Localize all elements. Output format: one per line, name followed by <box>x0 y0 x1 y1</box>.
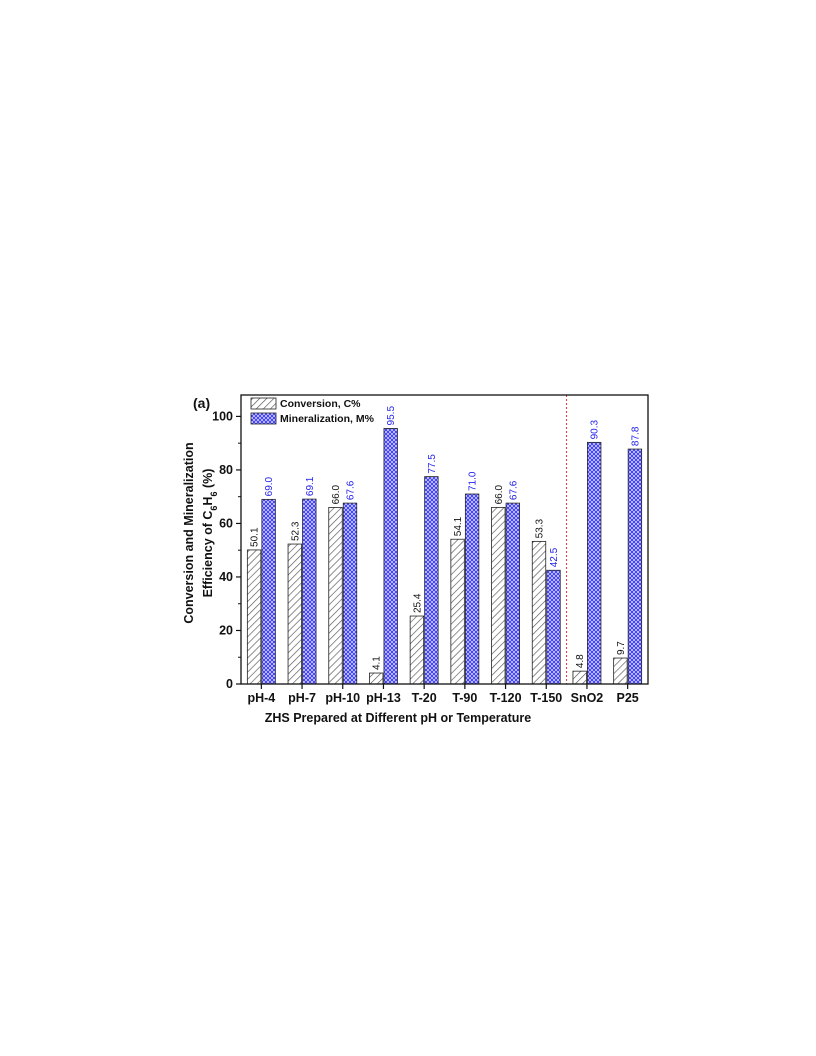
y-tick-label: 60 <box>219 516 233 530</box>
data-label-mineralization: 90.3 <box>590 419 601 439</box>
x-tick-label: pH-10 <box>325 691 360 705</box>
y-axis-title-sub1: 6 <box>209 506 219 511</box>
data-label-mineralization: 69.0 <box>264 476 275 496</box>
legend: Conversion, C% Mineralization, M% <box>250 397 375 425</box>
bar-conversion <box>572 670 587 685</box>
legend-label-mineralization: Mineralization, M% <box>280 413 375 425</box>
y-axis-title-line1: Conversion and Mineralization <box>182 442 196 623</box>
bar-mineralization <box>424 476 439 685</box>
data-label-mineralization: 67.6 <box>508 480 519 500</box>
x-tick-label: pH-4 <box>247 691 275 705</box>
bar-mineralization <box>627 448 643 685</box>
data-label-mineralization: 69.1 <box>305 476 316 496</box>
y-tick-label: 20 <box>219 623 233 637</box>
data-label-conversion: 54.1 <box>453 516 464 536</box>
bar-mineralization <box>587 441 602 685</box>
data-label-conversion: 52.3 <box>290 521 301 541</box>
x-tick-label: pH-13 <box>366 691 401 705</box>
bar-mineralization <box>464 493 480 685</box>
data-label-conversion: 53.3 <box>535 518 546 538</box>
bar-mineralization <box>261 498 276 685</box>
bar-conversion <box>369 672 384 685</box>
bar-mineralization <box>302 498 317 685</box>
bar-conversion <box>246 549 262 685</box>
bar-conversion <box>409 615 425 685</box>
bar-conversion <box>287 543 302 685</box>
bar-mineralization <box>342 502 358 685</box>
legend-label-conversion: Conversion, C% <box>280 398 361 410</box>
data-label-mineralization: 71.0 <box>468 471 479 491</box>
bar-conversion <box>531 540 547 685</box>
data-label-mineralization: 67.6 <box>346 480 357 500</box>
legend-swatch-mineralization <box>250 412 277 425</box>
data-label-conversion: 66.0 <box>331 484 342 504</box>
bar-conversion <box>328 506 343 685</box>
data-label-mineralization: 77.5 <box>427 454 438 474</box>
y-tick-label: 40 <box>219 570 233 584</box>
data-label-conversion: 25.4 <box>412 593 423 613</box>
data-label-mineralization: 87.8 <box>630 426 641 446</box>
x-tick-label: SnO2 <box>571 691 604 705</box>
x-axis-title: ZHS Prepared at Different pH or Temperat… <box>265 711 532 725</box>
y-tick-label: 0 <box>226 677 233 691</box>
data-label-mineralization: 95.5 <box>386 406 397 426</box>
x-tick-label: T-20 <box>412 691 437 705</box>
plot-area: 0 20 40 60 80 100 50.1 69.0 pH-4 52.3 69.1 pH-7 66.0… <box>212 394 649 705</box>
bar-conversion <box>450 538 465 685</box>
data-label-conversion: 4.1 <box>372 656 383 670</box>
y-axis-title-mid: H <box>201 497 215 506</box>
data-label-conversion: 4.8 <box>575 654 586 668</box>
bar-mineralization <box>383 428 398 685</box>
x-tick-label: T-150 <box>530 691 562 705</box>
data-label-conversion: 9.7 <box>616 641 627 655</box>
y-tick-label: 100 <box>212 409 233 423</box>
y-axis-title-line2: Efficiency of C6H6 (%) <box>201 469 219 598</box>
panel-label: (a) <box>193 395 210 411</box>
legend-swatch-conversion <box>250 397 277 410</box>
x-tick-label: pH-7 <box>288 691 316 705</box>
plot-frame <box>240 394 649 685</box>
data-label-mineralization: 42.5 <box>549 547 560 567</box>
bar-conversion <box>491 506 506 685</box>
y-tick-label: 80 <box>219 463 233 477</box>
x-tick-label: T-120 <box>490 691 522 705</box>
data-label-conversion: 50.1 <box>250 527 261 547</box>
bar-mineralization <box>505 502 520 685</box>
bar-conversion <box>613 657 628 685</box>
y-axis-title-suffix: (%) <box>201 469 215 492</box>
x-tick-label: P25 <box>617 691 639 705</box>
bar-mineralization <box>546 569 561 685</box>
y-axis-title-prefix: Efficiency of C <box>201 511 215 598</box>
data-label-conversion: 66.0 <box>494 484 505 504</box>
y-axis-title-sub2: 6 <box>209 492 219 497</box>
x-tick-label: T-90 <box>452 691 477 705</box>
